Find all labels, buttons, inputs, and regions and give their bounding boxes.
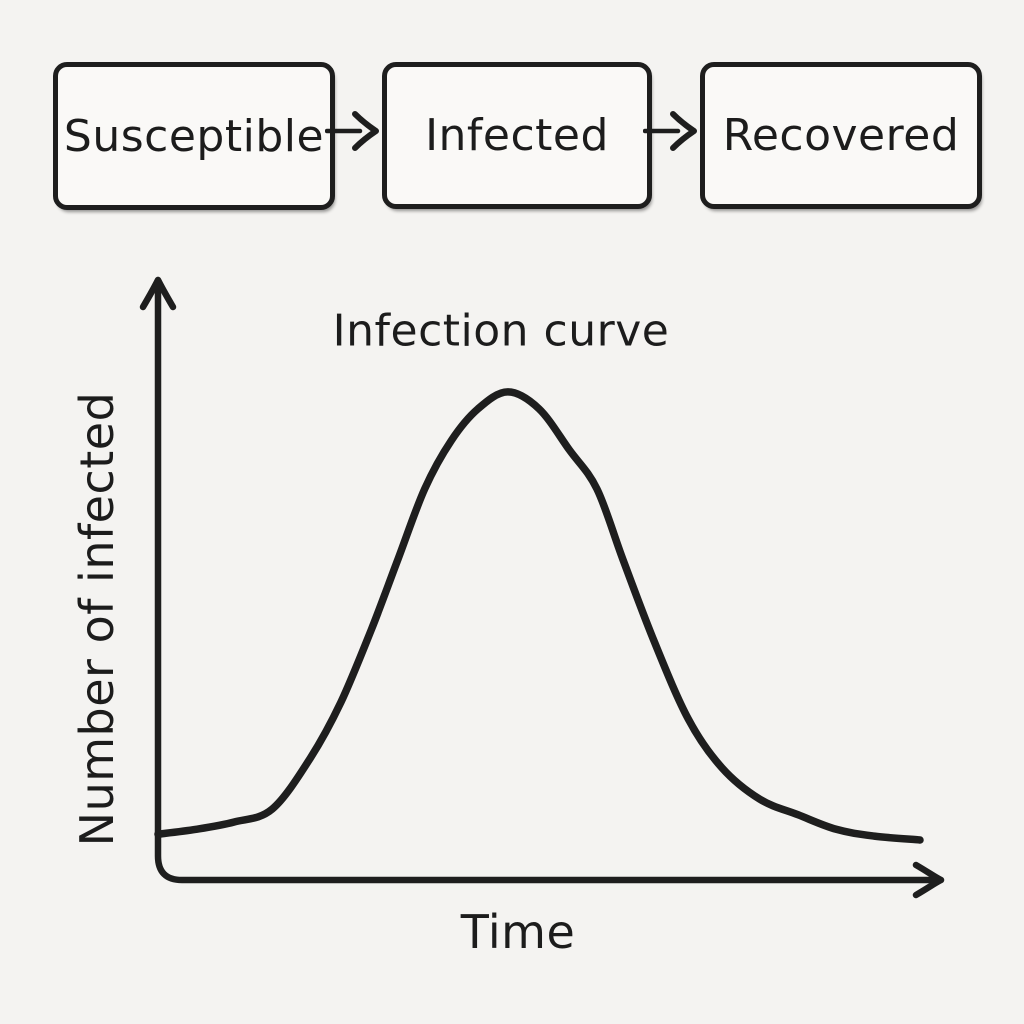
- flow-box-susceptible: Susceptible: [53, 62, 335, 210]
- infection-curve-line: [154, 388, 924, 844]
- flow-box-infected: Infected: [382, 62, 652, 209]
- flow-box-recovered-label: Recovered: [722, 110, 960, 161]
- flow-box-recovered: Recovered: [700, 62, 982, 209]
- flow-box-susceptible-label: Susceptible: [63, 110, 325, 162]
- flow-arrow-icon: [643, 111, 697, 151]
- axes-lines: [154, 286, 936, 884]
- y-axis-arrowhead-icon: [139, 276, 177, 311]
- chart-title: Infection curve: [332, 305, 670, 357]
- x-axis-arrowhead-icon: [912, 861, 945, 899]
- flow-arrow-icon: [325, 111, 379, 151]
- x-axis-label: Time: [460, 905, 576, 959]
- flow-box-infected-label: Infected: [425, 110, 609, 161]
